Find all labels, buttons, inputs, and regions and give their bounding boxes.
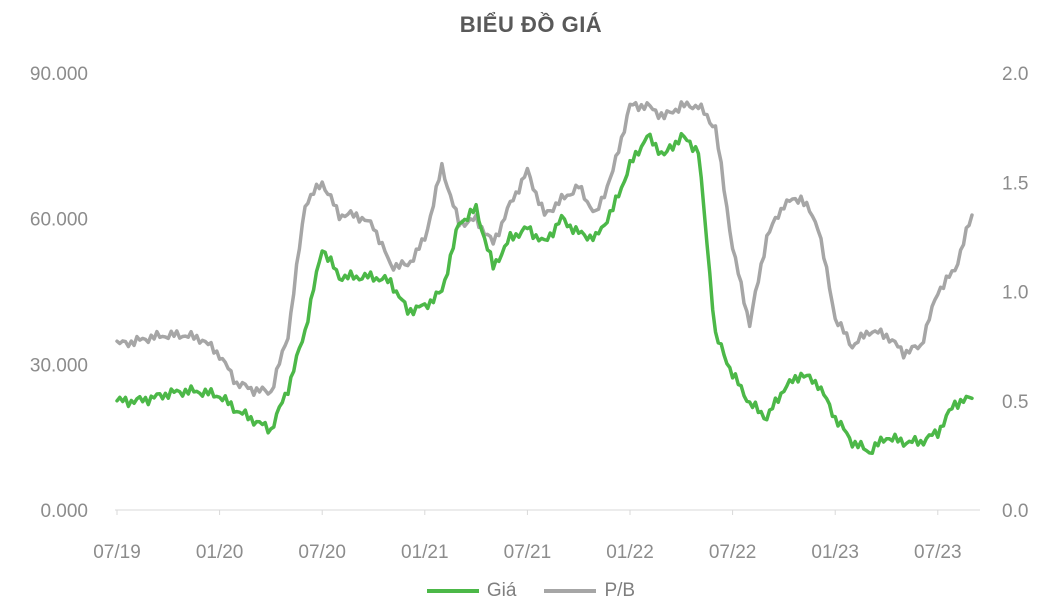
x-axis-tick-label: 07/21: [504, 542, 552, 563]
series-line-pb: [115, 100, 974, 397]
x-axis-tick-label: 07/20: [298, 542, 346, 563]
left-axis-tick-label: 90.000: [30, 64, 88, 85]
left-axis-tick-label: 60.000: [30, 210, 88, 231]
legend: Giá P/B: [0, 580, 1062, 602]
series-layer: [115, 100, 974, 456]
right-axis-ticks: 0.0 0.5 1.0 1.5 2.0: [1002, 64, 1028, 522]
chart-title: BIỂU ĐỒ GIÁ: [459, 12, 603, 37]
x-axis-tick-label: 01/23: [811, 542, 859, 563]
left-axis-tick-label: 0.000: [40, 501, 88, 522]
legend-swatch-pb: [544, 589, 597, 593]
right-axis-tick-label: 1.0: [1002, 283, 1028, 304]
series-line-gia: [115, 131, 974, 456]
legend-item-pb: P/B: [544, 580, 635, 602]
legend-label-pb: P/B: [604, 580, 636, 601]
legend-item-gia: Giá: [426, 580, 517, 602]
x-axis-tick-label: 07/23: [914, 542, 962, 563]
x-axis-tick-label: 07/19: [93, 542, 141, 563]
right-axis-tick-label: 0.0: [1002, 501, 1028, 522]
legend-label-gia: Giá: [486, 580, 517, 601]
right-axis-tick-label: 1.5: [1002, 173, 1028, 194]
left-axis-ticks: 0.000 30.000 60.000 90.000: [30, 64, 88, 522]
x-axis-ticks: 07/19 01/20 07/20 01/21 07/21 01/22 07/22 01/23…: [93, 510, 962, 563]
right-axis-tick-label: 2.0: [1002, 64, 1028, 85]
x-axis-tick-label: 01/22: [606, 542, 654, 563]
x-axis-tick-label: 07/22: [709, 542, 757, 563]
legend-swatch-gia: [426, 589, 479, 593]
x-axis-tick-label: 01/21: [401, 542, 449, 563]
x-axis-tick-label: 01/20: [196, 542, 244, 563]
left-axis-tick-label: 30.000: [30, 355, 88, 376]
right-axis-tick-label: 0.5: [1002, 392, 1028, 413]
